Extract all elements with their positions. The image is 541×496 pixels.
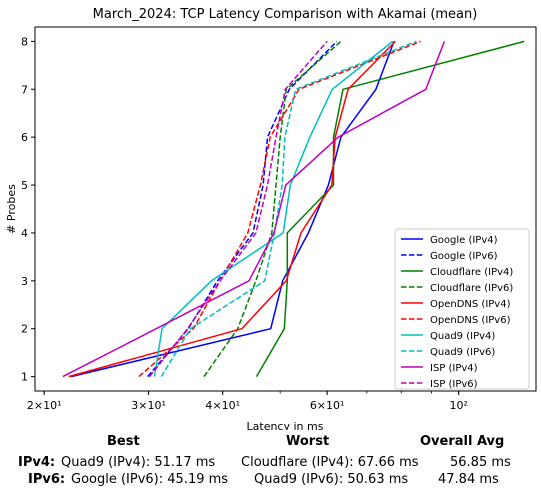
y-tick-label: 3 <box>21 275 28 288</box>
y-tick-label: 8 <box>21 35 28 48</box>
legend-label-5: OpenDNS (IPv6) <box>430 315 511 326</box>
x-tick-label: 4×10¹ <box>205 399 240 412</box>
series-line-7 <box>160 40 417 377</box>
x-tick-label: 6×10¹ <box>310 399 345 412</box>
latency-chart: March_2024: TCP Latency Comparison with … <box>5 7 537 430</box>
series-line-8 <box>62 41 446 378</box>
legend-label-3: Cloudflare (IPv6) <box>430 283 513 294</box>
plot-frame <box>34 26 537 392</box>
axes-ticks: 1 2 3 4 5 6 7 8 2×10¹ 3×10¹ 4×10¹ 6×10¹ 10² <box>21 35 468 412</box>
series-line-1 <box>147 40 338 378</box>
x-tick-label: 10² <box>449 399 467 412</box>
summary-row-ipv4-label: IPv4: <box>18 455 56 470</box>
summary-row-ipv6-avg: 47.84 ms <box>438 472 499 487</box>
y-tick-label: 6 <box>21 131 28 144</box>
y-axis-label: # Probes <box>5 184 18 234</box>
legend-label-8: ISP (IPv4) <box>430 363 478 374</box>
summary-header-best: Best <box>107 434 140 449</box>
summary-row-ipv6-label: IPv6: <box>28 472 66 487</box>
legend-label-4: OpenDNS (IPv4) <box>430 299 511 310</box>
chart-title: March_2024: TCP Latency Comparison with … <box>93 7 478 22</box>
legend-label-1: Google (IPv6) <box>430 251 498 262</box>
y-tick-label: 2 <box>21 323 28 336</box>
y-tick-label: 7 <box>21 83 28 96</box>
y-tick-label: 5 <box>21 179 28 192</box>
series-line-2 <box>255 40 525 377</box>
summary-row-ipv6-best: Google (IPv6): 45.19 ms <box>71 472 229 487</box>
y-tick-label: 1 <box>21 371 28 384</box>
legend-box <box>394 228 530 390</box>
series-line-4 <box>68 40 396 378</box>
legend: Google (IPv4) Google (IPv6) Cloudflare (IP… <box>394 228 530 390</box>
summary-header-worst: Worst <box>286 434 330 449</box>
legend-label-9: ISP (IPv6) <box>430 379 478 390</box>
y-tick-label: 4 <box>21 227 28 240</box>
summary-row-ipv4-worst: Cloudflare (IPv4): 67.66 ms <box>241 455 419 470</box>
x-tick-label: 3×10¹ <box>131 399 166 412</box>
legend-label-7: Quad9 (IPv6) <box>430 347 495 358</box>
series-line-9 <box>148 40 328 378</box>
x-axis-label: Latency in ms <box>247 420 324 430</box>
summary-header-avg: Overall Avg <box>420 434 505 449</box>
summary-row-ipv4-best: Quad9 (IPv4): 51.17 ms <box>61 455 216 470</box>
summary-row-ipv6-worst: Quad9 (IPv6): 50.63 ms <box>254 472 409 487</box>
legend-label-0: Google (IPv4) <box>430 235 498 246</box>
series-line-0 <box>70 41 395 378</box>
series-line-5 <box>138 40 421 378</box>
x-tick-label: 2×10¹ <box>27 399 62 412</box>
legend-label-2: Cloudflare (IPv4) <box>430 267 513 278</box>
legend-label-6: Quad9 (IPv4) <box>430 331 495 342</box>
summary-row-ipv4-avg: 56.85 ms <box>450 455 511 470</box>
series-lines <box>62 40 525 378</box>
series-line-3 <box>203 40 342 378</box>
